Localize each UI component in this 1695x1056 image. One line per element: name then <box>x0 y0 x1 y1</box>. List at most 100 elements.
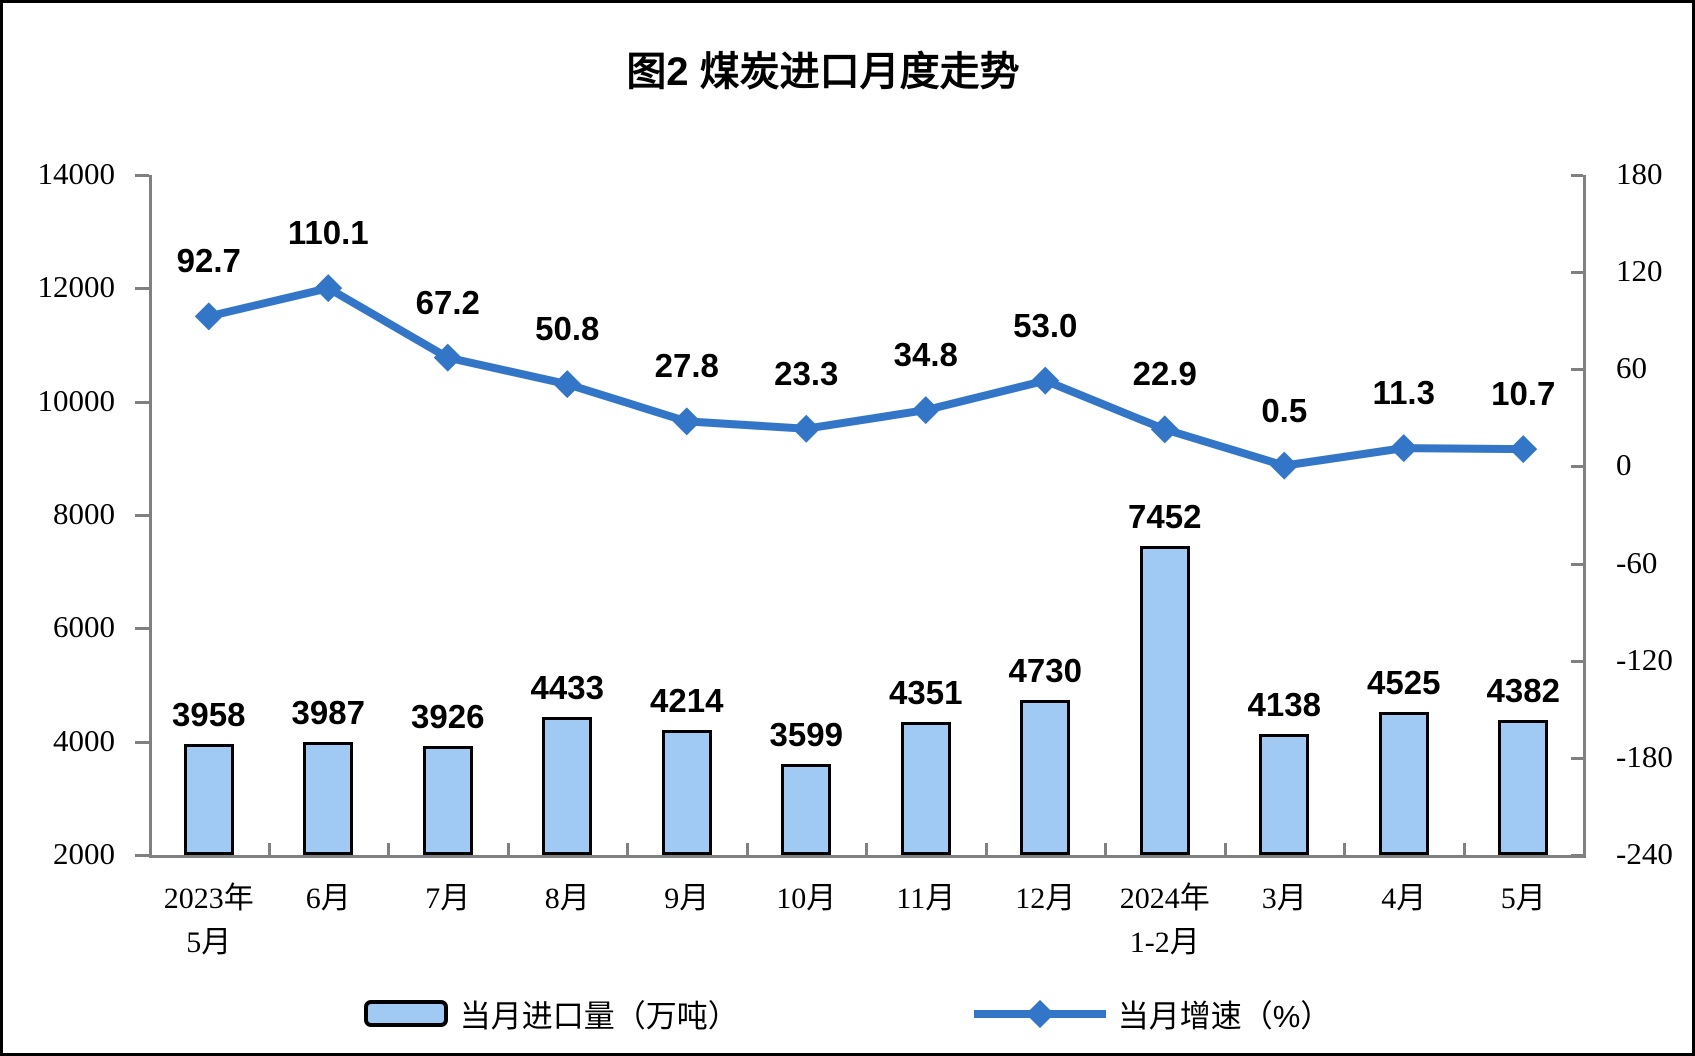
line-point-marker <box>1509 435 1538 464</box>
line-point-marker <box>1031 366 1060 395</box>
bar <box>781 764 832 855</box>
y-axis-right-tick <box>1571 174 1583 177</box>
x-axis-category-label: 6月 <box>305 882 351 915</box>
growth-line <box>207 284 1524 470</box>
bar <box>1139 546 1190 855</box>
y-axis-left-tick <box>135 400 149 404</box>
y-axis-right-tick <box>1571 854 1583 857</box>
line-value-label: 0.5 <box>1261 391 1308 429</box>
bar <box>900 721 951 855</box>
x-axis-tick <box>387 843 390 855</box>
x-axis-category-label: 8月 <box>544 882 590 915</box>
x-axis-line <box>149 855 1586 858</box>
bar-value-label: 4525 <box>1367 663 1441 701</box>
plot-area: 14000 12000 10000 8000 6000 4000 2000 180 120 60 0… <box>3 3 1692 1053</box>
x-axis-category-label: 3月 <box>1261 882 1307 915</box>
bar-value-label: 3987 <box>291 694 365 732</box>
legend-item-growth: 当月增速（%） <box>973 991 1332 1036</box>
line-series <box>194 274 1538 480</box>
line-value-label: 53.0 <box>1013 306 1078 344</box>
y-axis-left-line <box>149 175 152 855</box>
x-axis-category-label: 7月 <box>425 882 471 915</box>
line-value-label: 34.8 <box>893 336 958 374</box>
bar-value-label: 4433 <box>530 669 604 707</box>
line-value-label: 22.9 <box>1132 355 1197 393</box>
line-value-label: 10.7 <box>1491 375 1556 413</box>
bar <box>1259 733 1310 855</box>
y-axis-left-tick <box>135 627 149 631</box>
line-value-label: 27.8 <box>654 347 719 385</box>
y-axis-left-tick <box>135 514 149 517</box>
y-axis-left-tick-label: 2000 <box>53 836 115 871</box>
line-value-label: 67.2 <box>415 283 480 321</box>
y-axis-left-tick <box>135 174 149 177</box>
y-axis-right-tick-label: 120 <box>1616 253 1663 289</box>
y-axis-left-tick-label: 14000 <box>37 156 116 191</box>
bar-value-label: 4730 <box>1008 652 1082 690</box>
x-axis-tick <box>984 843 988 855</box>
line-value-label: 50.8 <box>535 310 600 348</box>
bar <box>1498 720 1549 855</box>
x-axis-tick <box>1462 843 1466 855</box>
x-axis-category-label: 11月 <box>896 882 956 915</box>
legend-item-imports: 当月进口量（万吨） <box>363 991 739 1036</box>
legend-diamond-icon <box>1025 999 1054 1028</box>
legend-line-label: 当月增速（%） <box>1117 999 1332 1034</box>
line-value-label: 110.1 <box>287 214 369 252</box>
x-axis-category-label: 12月 <box>1015 882 1076 915</box>
y-axis-right-tick-label: -240 <box>1616 836 1673 871</box>
chart-title: 图2 煤炭进口月度走势 <box>626 50 1020 94</box>
y-axis-left-tick-label: 12000 <box>37 269 116 305</box>
line-point-marker <box>553 370 582 399</box>
x-axis-tick <box>1343 843 1346 855</box>
y-axis-left-tick-label: 8000 <box>53 496 115 531</box>
legend-line-marker-icon <box>973 999 1106 1028</box>
line-value-label: 92.7 <box>176 242 241 280</box>
x-axis-category-label: 4月 <box>1381 882 1427 915</box>
x-axis-tick <box>745 843 749 855</box>
y-axis-left-tick <box>135 854 149 857</box>
legend-bar-swatch <box>363 1000 448 1027</box>
y-axis-right-tick-label: -60 <box>1616 544 1658 580</box>
bar <box>661 729 712 855</box>
y-axis-right-tick <box>1571 659 1583 663</box>
y-axis-right-tick <box>1571 368 1583 372</box>
bar <box>1020 700 1071 855</box>
x-axis-category-label: 10月 <box>776 882 837 915</box>
y-axis-right-tick-label: 180 <box>1616 156 1663 191</box>
y-axis-right-tick <box>1571 271 1583 275</box>
x-axis-tick <box>267 843 271 855</box>
x-axis-category-label: 5月 <box>1500 882 1546 915</box>
y-axis-left-tick-label: 4000 <box>53 722 115 758</box>
x-axis-category-sublabel: 1-2月 <box>1129 926 1200 959</box>
bar <box>1378 711 1429 855</box>
legend-bar-label: 当月进口量（万吨） <box>459 999 739 1034</box>
bar-value-label: 4214 <box>650 681 724 719</box>
line-point-marker <box>194 302 223 331</box>
y-axis-left-tick-label: 6000 <box>53 609 115 645</box>
line-point-marker <box>1389 434 1418 463</box>
y-axis-left-tick-label: 10000 <box>37 382 116 418</box>
line-value-label: 11.3 <box>1372 374 1435 412</box>
line-point-marker <box>433 343 462 372</box>
x-axis-tick <box>626 843 629 855</box>
bar-value-label: 4138 <box>1247 685 1321 723</box>
bar-value-label: 4351 <box>889 673 963 711</box>
bar <box>303 742 354 855</box>
y-axis-right-tick <box>1571 562 1583 566</box>
x-axis-category-label: 2024年 <box>1119 882 1210 915</box>
line-point-marker <box>314 274 343 303</box>
line-point-marker <box>911 396 940 425</box>
y-axis-left-tick <box>135 740 149 744</box>
bar-value-label: 3599 <box>769 716 843 754</box>
bar-value-label: 7452 <box>1128 498 1202 536</box>
line-point-marker <box>672 407 701 436</box>
line-point-marker <box>1150 415 1179 444</box>
y-axis-left-tick <box>135 287 149 291</box>
x-axis-tick <box>1104 843 1107 855</box>
bar-value-label: 4382 <box>1486 672 1560 710</box>
y-axis-right-tick-label: 0 <box>1616 447 1632 483</box>
legend: 当月进口量（万吨） 当月增速（%） <box>3 991 1692 1036</box>
y-axis-right-tick <box>1571 465 1583 469</box>
